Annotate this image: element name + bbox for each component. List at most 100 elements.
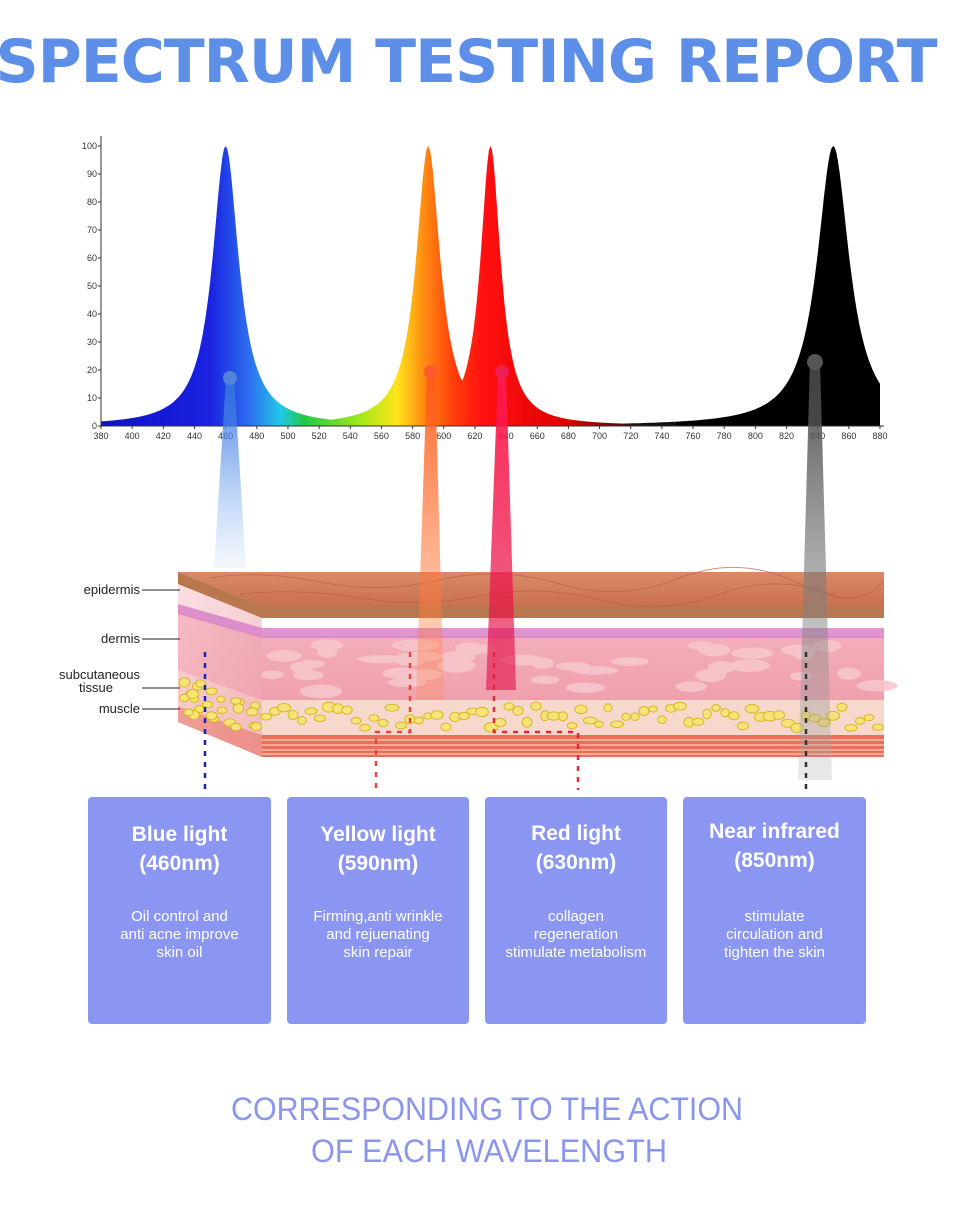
fat-cell [702, 708, 712, 720]
fat-cell [205, 687, 218, 696]
x-tick-label: 440 [187, 431, 202, 441]
x-tick-label: 780 [717, 431, 732, 441]
fat-cell [673, 701, 687, 711]
fat-cell [530, 701, 542, 711]
y-tick-label: 100 [82, 141, 97, 151]
fat-cell [512, 705, 524, 716]
y-tick-label: 20 [87, 365, 97, 375]
dermis-cell [266, 650, 303, 662]
dermis-cell [729, 659, 770, 672]
muscle-stripes [262, 739, 884, 755]
dermis-cell [436, 658, 476, 673]
x-tick-label: 680 [561, 431, 576, 441]
dermis-cell [293, 670, 324, 681]
label-subcutaneous-1: subcutaneous [59, 667, 140, 682]
card-title: Yellow light [320, 823, 436, 846]
fat-cell [201, 700, 214, 709]
card-near-infrared: Near infrared (850nm) stimulate circulat… [683, 797, 866, 1024]
fat-cell [871, 723, 885, 731]
fat-cell [246, 707, 259, 717]
card-wavelength: (630nm) [536, 851, 617, 874]
x-tick-label: 500 [280, 431, 295, 441]
fat-cell [854, 716, 866, 725]
y-tick-label: 80 [87, 197, 97, 207]
fat-cell [414, 716, 424, 725]
card-desc-line: regeneration [534, 926, 618, 943]
x-tick-label: 580 [405, 431, 420, 441]
fat-cell [744, 703, 760, 714]
x-tick-label: 420 [156, 431, 171, 441]
x-tick-label: 740 [654, 431, 669, 441]
card-desc-line: stimulate metabolism [506, 944, 647, 961]
dermis-cell [731, 647, 774, 659]
card-red-light: Red light (630nm) collagen regeneration … [485, 797, 667, 1024]
y-tick-label: 90 [87, 169, 97, 179]
card-desc-line: skin repair [343, 944, 412, 961]
fat-cell [458, 711, 470, 720]
dermis-cell [555, 662, 591, 671]
fat-cell [395, 721, 407, 730]
spectrum-nir-area [674, 146, 880, 426]
fat-cell [230, 722, 242, 732]
dermis-cell [836, 667, 861, 680]
dermis-cell [611, 657, 649, 666]
fat-cell [728, 711, 740, 721]
x-tick-label: 600 [436, 431, 451, 441]
x-tick-label: 820 [779, 431, 794, 441]
fat-cell [359, 723, 371, 732]
fat-cell [603, 703, 613, 713]
label-muscle: muscle [99, 701, 140, 716]
red-connector [492, 652, 580, 790]
connectors [203, 652, 808, 792]
label-dermis: dermis [101, 631, 141, 646]
dermis-stripe [178, 604, 884, 638]
card-desc-line: stimulate [744, 908, 804, 925]
fat-cell [179, 693, 190, 703]
fat-cell [250, 721, 263, 732]
fat-cell [648, 705, 658, 713]
yellow-beam-dot [424, 365, 438, 379]
x-tick-label: 520 [312, 431, 327, 441]
spectrum-visible-area [101, 146, 675, 426]
x-tick-label: 660 [530, 431, 545, 441]
fat-cell [216, 695, 226, 703]
red-beam [486, 372, 516, 690]
x-tick-label: 720 [623, 431, 638, 441]
wavelength-cards: Blue light (460nm) Oil control and anti … [88, 797, 866, 1024]
x-tick-label: 880 [872, 431, 887, 441]
fat-cell [430, 710, 444, 720]
fat-cell [276, 703, 292, 713]
dermis-cell [531, 657, 555, 669]
dermis-cell [530, 675, 560, 684]
card-wavelength: (590nm) [338, 852, 419, 875]
dermis-cell [565, 682, 605, 693]
x-tick-label: 620 [467, 431, 482, 441]
card-title: Near infrared [709, 820, 840, 843]
fat-cell [195, 679, 206, 688]
fat-cell [582, 716, 598, 725]
fat-cell [566, 722, 578, 730]
fat-cell [368, 714, 380, 722]
card-blue-light: Blue light (460nm) Oil control and anti … [88, 797, 271, 1024]
fat-cell [711, 703, 721, 712]
fat-cell [773, 710, 785, 721]
x-tick-label: 480 [249, 431, 264, 441]
fat-cell [503, 702, 515, 711]
fat-cell [691, 717, 705, 726]
fat-cell [836, 702, 848, 712]
fat-cell [297, 715, 307, 725]
fat-cell [350, 716, 362, 725]
fat-cell [609, 720, 625, 729]
fat-cell [720, 707, 730, 718]
y-tick-label: 60 [87, 253, 97, 263]
x-tick-label: 380 [93, 431, 108, 441]
nir-beam-dot [807, 354, 823, 370]
card-desc-line: anti acne improve [120, 926, 238, 943]
skin-labels: epidermis dermis subcutaneous tissue mus… [59, 582, 180, 716]
card-title: Blue light [132, 823, 228, 846]
fat-cell [493, 717, 507, 728]
dermis-cell [675, 681, 708, 692]
card-title: Red light [531, 822, 621, 845]
x-tick-label: 540 [343, 431, 358, 441]
